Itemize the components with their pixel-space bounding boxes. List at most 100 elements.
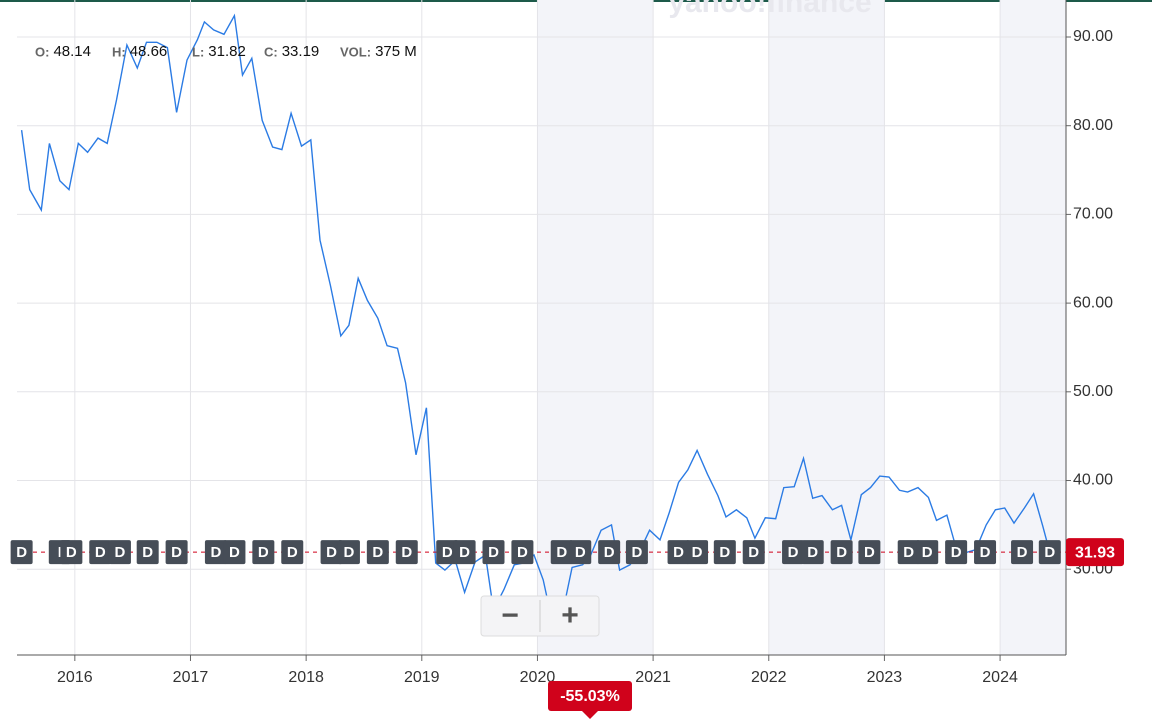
x-tick-label: 2020 [520,669,556,686]
x-tick-label: 2018 [288,669,324,686]
event-badge[interactable] [395,540,418,565]
event-badge[interactable] [974,540,997,565]
x-tick-label: 2019 [404,669,440,686]
event-label: D [1017,544,1028,561]
header-label: C: [264,44,278,59]
event-badge[interactable] [453,540,476,565]
event-label: D [229,544,240,561]
event-label: D [326,544,337,561]
event-badge[interactable] [667,540,690,565]
event-badge[interactable] [945,540,968,565]
y-tick-label: 90.00 [1073,28,1113,45]
event-badge[interactable] [10,540,33,565]
header-label: L: [192,44,204,59]
event-badge[interactable] [136,540,159,565]
zoom-out-button[interactable]: − [501,599,519,632]
event-badge[interactable] [742,540,765,565]
event-label: D [903,544,914,561]
event-label: D [95,544,106,561]
event-badge[interactable] [252,540,275,565]
x-tick-label: 2017 [173,669,209,686]
header-label: H: [112,44,126,59]
event-label: D [692,544,703,561]
event-label: D [807,544,818,561]
event-badge[interactable] [598,540,621,565]
event-badge[interactable] [830,540,853,565]
y-tick-label: 60.00 [1073,294,1113,311]
header-label: VOL: [340,44,371,59]
event-label: D [344,544,355,561]
zoom-in-button[interactable]: + [561,599,579,632]
plot: D I D D D D D D D D D D D D D D D D D D D D D D D D D D D D D D D D D D D 31.… [10,13,1124,719]
event-label: D [575,544,586,561]
event-badge[interactable] [223,540,246,565]
event-badge[interactable] [337,540,360,565]
event-label: D [66,544,77,561]
event-badge[interactable] [165,540,188,565]
header-value: 375 M [375,43,417,60]
event-label: D [556,544,567,561]
x-tick-label: 2021 [635,669,671,686]
header-label: O: [35,44,49,59]
event-label: D [287,544,298,561]
event-badge[interactable] [482,540,505,565]
header-value: 48.14 [53,43,91,60]
event-label: D [171,544,182,561]
event-badge[interactable] [281,540,304,565]
y-tick-label: 70.00 [1073,206,1113,223]
event-badge[interactable] [897,540,920,565]
event-badge[interactable] [686,540,709,565]
event-badge[interactable] [569,540,592,565]
event-badge[interactable] [1038,540,1061,565]
x-tick-label: 2022 [751,669,787,686]
event-label: D [1044,544,1055,561]
event-badge[interactable] [550,540,573,565]
price-line [20,13,1051,618]
event-badge[interactable] [108,540,131,565]
event-label: D [748,544,759,561]
event-label: D [488,544,499,561]
event-label: D [115,544,126,561]
event-label: D [211,544,222,561]
x-tick-label: 2024 [982,669,1018,686]
event-badge[interactable] [204,540,227,565]
event-label: D [836,544,847,561]
header-value: 33.19 [282,43,320,60]
event-badge[interactable] [320,540,343,565]
event-label: D [673,544,684,561]
x-tick-label: 2023 [867,669,903,686]
event-label: D [980,544,991,561]
event-label: D [604,544,615,561]
event-badge[interactable] [366,540,389,565]
event-badge[interactable] [782,540,805,565]
event-label: D [372,544,383,561]
event-badge[interactable] [89,540,112,565]
event-label: D [517,544,528,561]
y-tick-label: 40.00 [1073,472,1113,489]
event-badge[interactable] [436,540,459,565]
event-label: D [459,544,470,561]
event-badge[interactable] [1011,540,1034,565]
x-tick-label: 2016 [57,669,93,686]
event-label: D [442,544,453,561]
event-label: D [16,544,27,561]
event-label: D [864,544,875,561]
change-label: -55.03% [560,688,620,705]
current-price-box [1066,538,1124,567]
event-badge[interactable] [625,540,648,565]
event-badge[interactable] [713,540,736,565]
event-badge[interactable] [801,540,824,565]
y-tick-label: 50.00 [1073,383,1113,400]
header-value: 48.66 [130,43,168,60]
y-tick-label: 80.00 [1073,117,1113,134]
event-label: D [719,544,730,561]
event-badge[interactable] [511,540,534,565]
watermark: yahoo!finance [668,0,871,19]
event-badge[interactable] [858,540,881,565]
event-badge[interactable] [916,540,939,565]
event-badge[interactable] [60,540,83,565]
event-label: I [58,544,62,561]
change-box [548,681,632,711]
